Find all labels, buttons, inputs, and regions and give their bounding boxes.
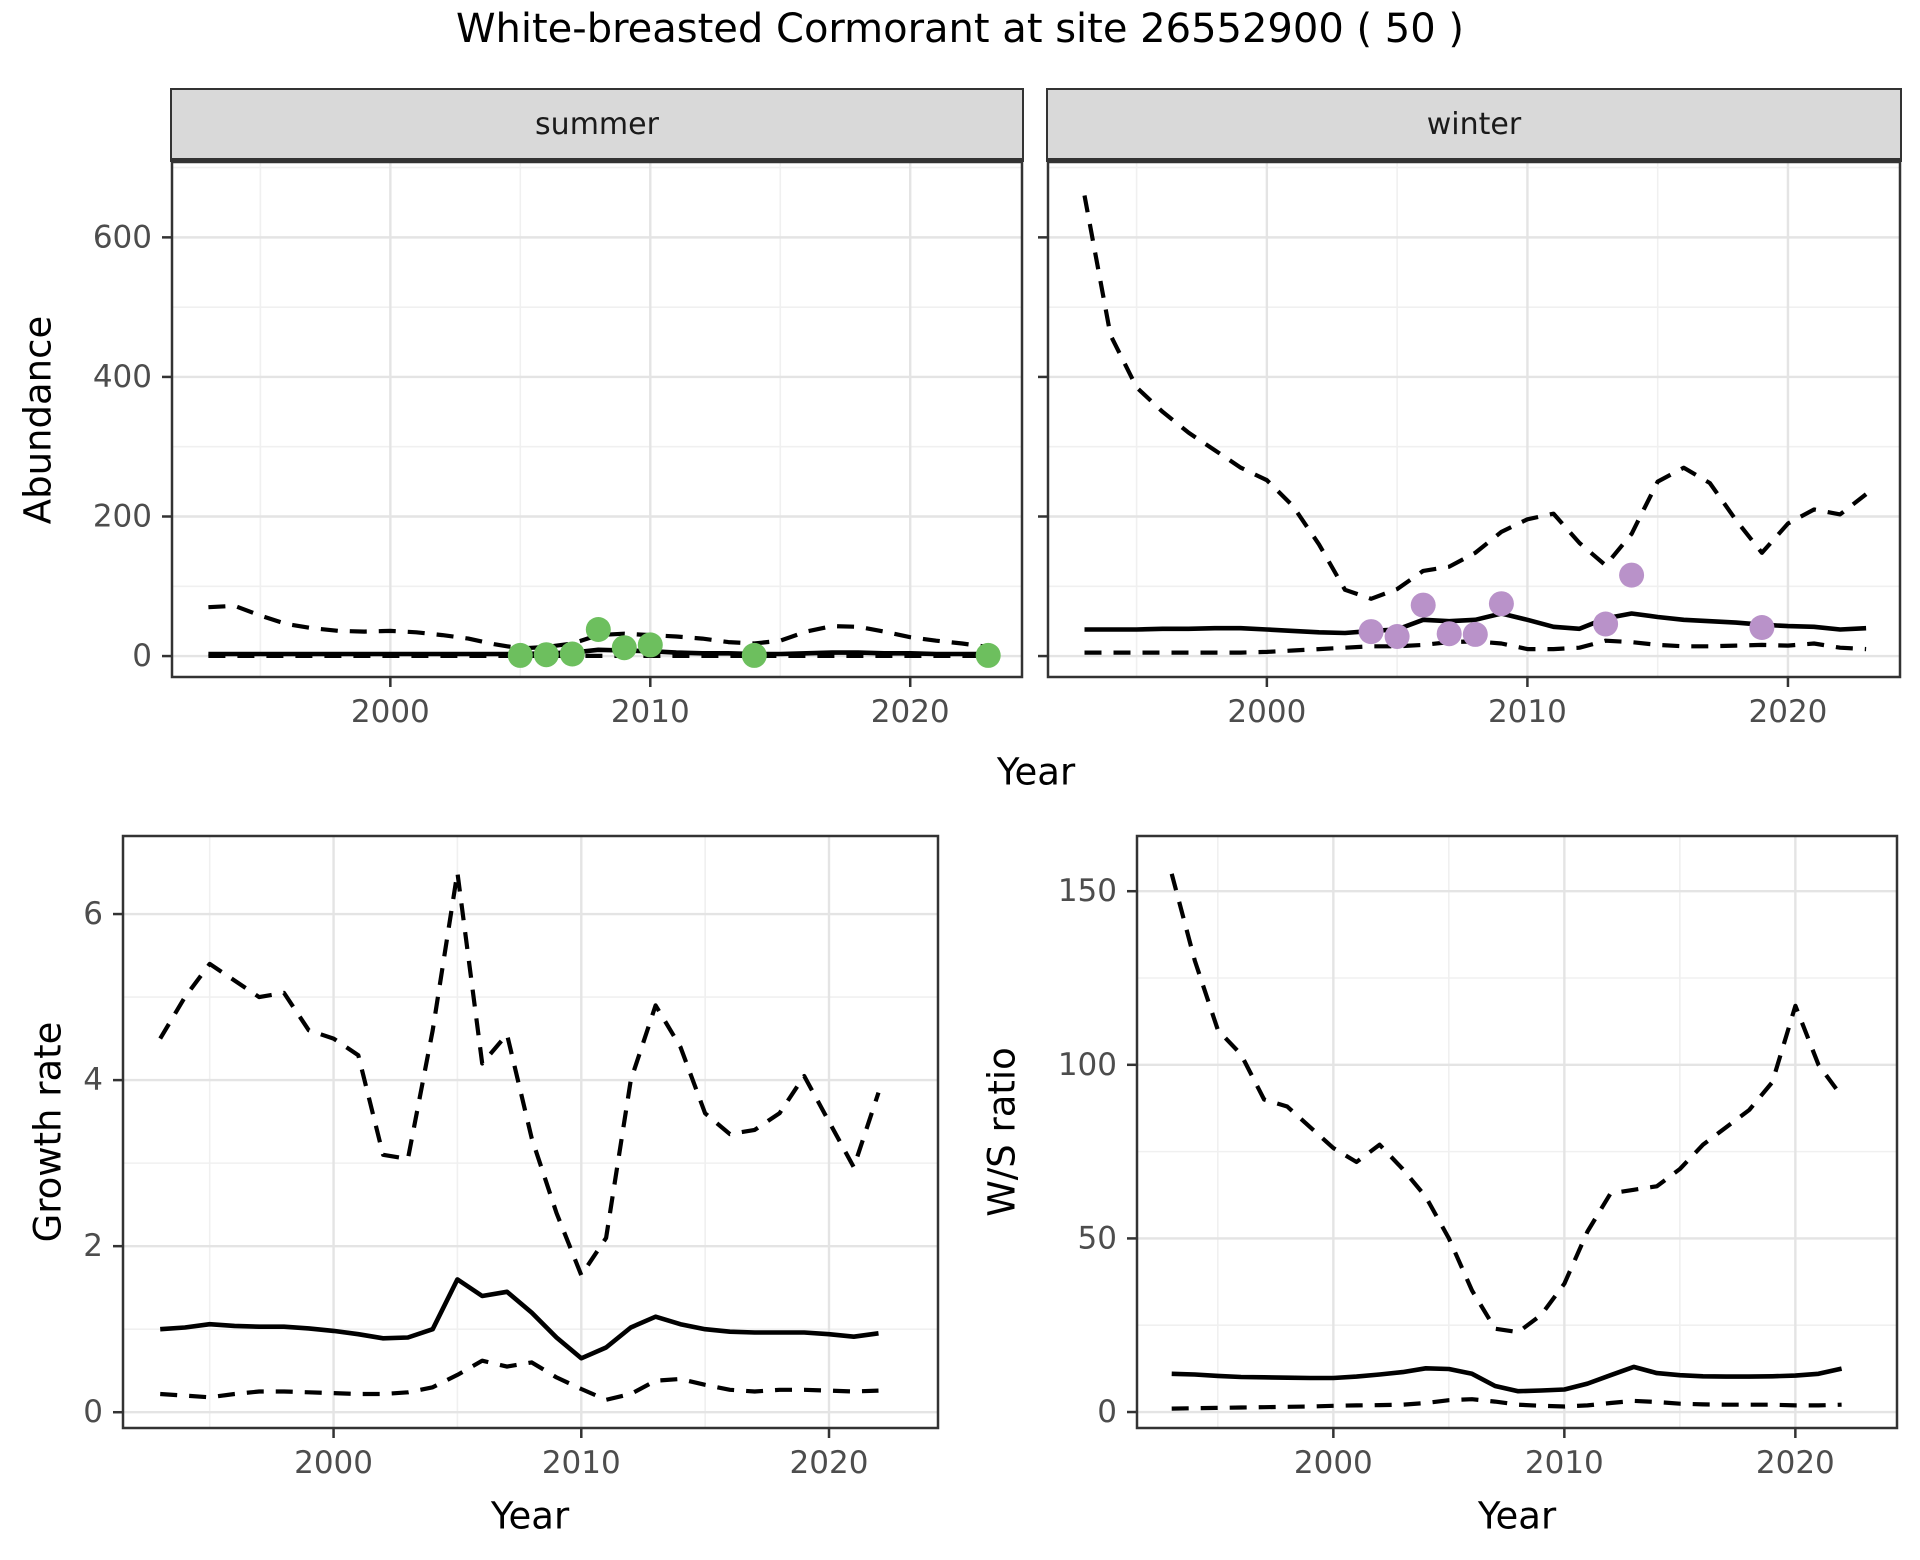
observed-counts-summer-point [637,632,663,658]
facet-label-summer: summer [535,106,659,142]
y-tick-label: 2 [83,1228,103,1264]
x-axis-label-year-bottom-left: Year [490,1494,570,1538]
observed-counts-winter-point [1358,619,1384,645]
ws-ratio-panel: 2000 2010 2020 0 50 100 150 [1058,834,1899,1481]
observed-counts-winter-point [1436,621,1462,647]
observed-counts-summer-point [533,642,559,668]
x-tick-label: 2010 [1488,694,1567,730]
abundance-summer-panel-border [170,160,1024,679]
plot-title: White-breasted Cormorant at site 2655290… [455,6,1465,52]
observed-counts-winter-point [1384,624,1410,649]
x-tick-label: 2010 [1525,1445,1604,1481]
x-tick-label: 2020 [790,1445,869,1481]
y-tick-label: 50 [1078,1220,1117,1256]
observed-counts-summer-point [507,642,533,668]
growth-rate-lower_95ci-line [160,1358,879,1402]
ws-ratio-lower_95ci-line [1171,1397,1842,1411]
x-tick-label: 2020 [1756,1445,1835,1481]
y-tick-label: 0 [83,1394,103,1430]
abundance-summer-panel-background [172,162,1022,677]
ws-ratio-median-line [1171,1364,1843,1394]
y-tick-label: 400 [93,359,152,395]
observed-counts-summer-point [585,617,611,642]
growth-rate-panel-border [121,834,940,1430]
x-tick-label: 2000 [1227,694,1306,730]
observed-counts-summer-point [559,641,585,667]
x-tick-label: 2000 [351,694,430,730]
y-tick-label: 150 [1058,873,1117,909]
x-tick-label: 2020 [871,694,950,730]
observed-counts-winter-point [1593,611,1619,637]
facet-label-winter: winter [1426,106,1522,142]
growth-rate-median-line [160,1277,879,1361]
growth-rate-panel: 2000 2010 2020 0 2 4 6 [83,834,940,1481]
y-tick-label: 0 [132,638,152,674]
observed-counts-winter-point [1410,592,1436,618]
abundance-winter-panel-background [1048,162,1900,677]
x-tick-label: 2010 [542,1445,621,1481]
abundance-winter-median-line [1084,611,1867,636]
y-tick-label: 0 [1097,1394,1117,1430]
x-axis-label-year-bottom-right: Year [1477,1494,1557,1538]
observed-counts-winter-point [1488,591,1514,617]
facet-strip-winter: winter [1046,88,1902,162]
y-tick-label: 600 [93,219,152,255]
observed-counts-winter-point [1619,562,1645,588]
abundance-summer-panel: 2000 2010 2020 0 200 400 600 [93,160,1024,730]
ws-ratio-panel-background [1137,836,1897,1428]
observed-counts-winter-point [1749,615,1775,640]
observed-counts-winter-point [1462,621,1488,647]
abundance-winter-upper_95ci-line [1082,195,1868,601]
y-tick-label: 4 [83,1062,103,1098]
ws-ratio-upper_95ci-line [1169,873,1844,1335]
x-axis-label-year-top: Year [996,750,1076,794]
abundance-winter-panel: 2000 2010 2020 [1038,160,1902,730]
x-tick-label: 2000 [1294,1445,1373,1481]
observed-counts-summer-point [741,642,767,668]
observed-counts-summer-point [611,635,637,661]
y-tick-label: 100 [1058,1047,1117,1083]
x-tick-label: 2000 [294,1445,373,1481]
facet-strip-summer: summer [170,88,1024,162]
y-tick-label: 200 [93,498,152,534]
ws-ratio-panel-border [1135,834,1899,1430]
abundance-winter-panel-border [1046,160,1902,679]
observed-counts-summer-point [975,642,1001,668]
y-tick-label: 6 [83,896,103,932]
x-tick-label: 2010 [611,694,690,730]
x-tick-label: 2020 [1749,694,1828,730]
